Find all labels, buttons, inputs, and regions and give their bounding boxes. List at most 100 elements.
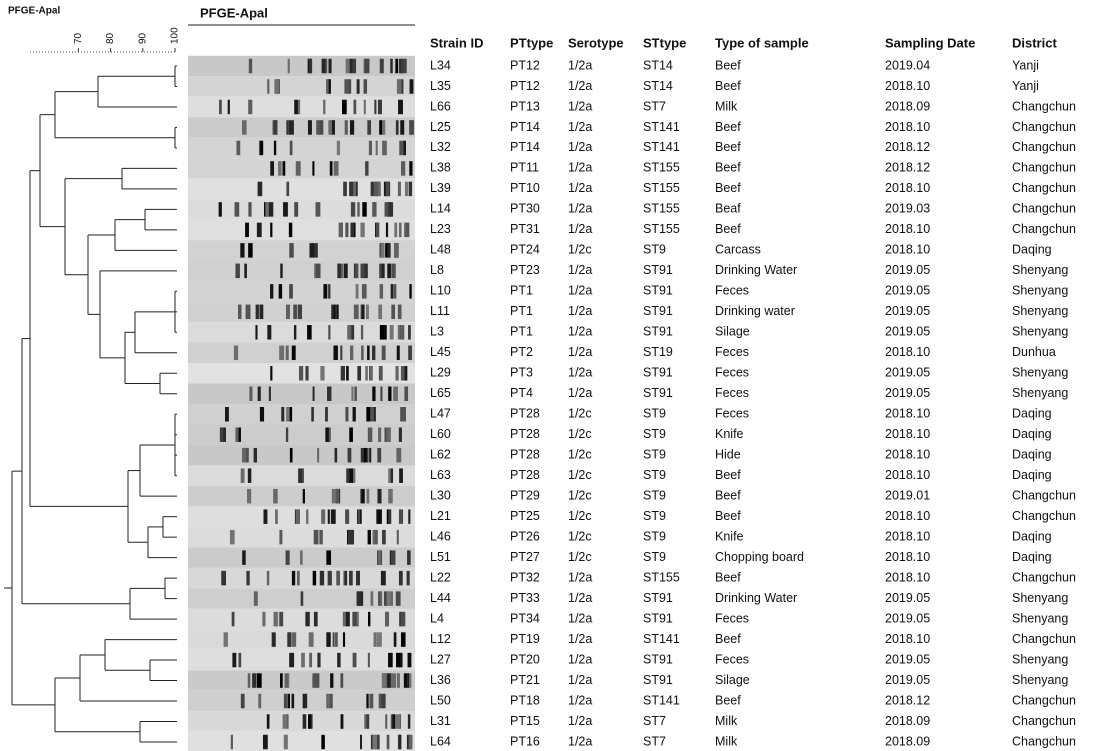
- gel-band: [325, 407, 328, 421]
- table-cell: Silage: [715, 325, 750, 339]
- table-cell: Shenyang: [1012, 263, 1068, 277]
- table-cell: L51: [430, 550, 451, 564]
- gel-band: [353, 100, 356, 114]
- table-cell: ST91: [643, 366, 673, 380]
- gel-band: [357, 202, 359, 216]
- gel-band: [387, 243, 390, 257]
- gel-band: [318, 653, 321, 667]
- dendrogram: 708090100: [4, 27, 181, 742]
- gel-band: [288, 694, 290, 708]
- gel-band: [394, 243, 398, 257]
- gel-lane: [188, 199, 415, 219]
- gel-band: [238, 653, 241, 667]
- gel-band: [303, 714, 307, 728]
- gel-band: [371, 182, 374, 196]
- gel-band: [343, 182, 347, 196]
- gel-band: [409, 120, 414, 134]
- gel-band: [401, 612, 406, 626]
- gel-band: [312, 673, 316, 687]
- scale-tick-label: 100: [170, 27, 181, 44]
- gel-band: [241, 694, 245, 708]
- gel-band: [362, 305, 365, 319]
- gel-band: [319, 120, 323, 134]
- gel-band: [221, 571, 226, 585]
- table-cell: L38: [430, 161, 451, 175]
- table-cell: Drinking Water: [715, 591, 797, 605]
- gel-band: [354, 305, 359, 319]
- table-cell: Changchun: [1012, 570, 1076, 584]
- table-cell: Beef: [715, 488, 741, 502]
- gel-band: [387, 427, 391, 441]
- gel-band: [234, 346, 238, 360]
- gel-band: [380, 59, 384, 73]
- table-cell: 1/2c: [568, 407, 592, 421]
- table-cell: 2018.10: [885, 222, 930, 236]
- table-cell: Chopping board: [715, 550, 804, 564]
- table-cell: 1/2c: [568, 488, 592, 502]
- table-cell: Feces: [715, 284, 749, 298]
- gel-band: [388, 509, 391, 523]
- gel-band: [349, 182, 354, 196]
- gel-band: [330, 161, 333, 175]
- gel-band: [248, 673, 251, 687]
- gel-band: [230, 530, 235, 544]
- gel-band: [258, 694, 261, 708]
- table-cell: 2018.10: [885, 570, 930, 584]
- gel-band: [308, 714, 311, 728]
- gel-band: [242, 448, 247, 462]
- gel-label: PFGE-Apal: [200, 5, 268, 20]
- table-cell: PT24: [510, 243, 540, 257]
- gel-band: [286, 550, 290, 564]
- table-cell: 1/2a: [568, 161, 592, 175]
- table-cell: PT15: [510, 714, 540, 728]
- table-cell: Milk: [715, 714, 738, 728]
- table-cell: ST155: [643, 202, 680, 216]
- table-cell: 1/2a: [568, 202, 592, 216]
- table-cell: 2018.10: [885, 632, 930, 646]
- gel-lane: [188, 179, 415, 199]
- table-cell: ST9: [643, 488, 666, 502]
- gel-band: [374, 182, 379, 196]
- gel-band: [350, 120, 354, 134]
- gel-band: [374, 100, 376, 114]
- gel-band: [372, 387, 375, 401]
- gel-band: [270, 366, 272, 380]
- table-cell: ST91: [643, 386, 673, 400]
- gel-band: [367, 714, 370, 728]
- gel-band: [274, 141, 276, 155]
- gel-band: [296, 161, 301, 175]
- table-cell: ST91: [643, 591, 673, 605]
- gel-band: [267, 325, 271, 339]
- table-cell: L60: [430, 427, 451, 441]
- gel-band: [290, 448, 293, 462]
- gel-band: [291, 632, 296, 646]
- table-cell: 1/2a: [568, 345, 592, 359]
- gel-band: [369, 694, 373, 708]
- table-cell: Beef: [715, 140, 741, 154]
- gel-band: [235, 427, 239, 441]
- gel-band: [360, 735, 362, 749]
- gel-band: [326, 550, 331, 564]
- table-cell: 2018.09: [885, 714, 930, 728]
- table-cell: L47: [430, 407, 451, 421]
- table-cell: Shenyang: [1012, 591, 1068, 605]
- gel-band: [397, 530, 399, 544]
- gel-band: [391, 673, 396, 687]
- table-cell: 1/2a: [568, 570, 592, 584]
- table-cell: ST141: [643, 120, 680, 134]
- table-cell: 1/2a: [568, 714, 592, 728]
- gel-band: [270, 223, 272, 237]
- gel-band: [401, 59, 403, 73]
- gel-lane: [188, 732, 415, 751]
- table-cell: PT25: [510, 509, 540, 523]
- gel-band: [388, 387, 391, 401]
- gel-band: [347, 325, 351, 339]
- table-cell: L12: [430, 632, 451, 646]
- gel-band: [382, 264, 385, 278]
- gel-band: [377, 632, 382, 646]
- gel-band: [321, 735, 324, 749]
- gel-band: [346, 366, 349, 380]
- table-cell: 1/2a: [568, 222, 592, 236]
- gel-band: [300, 550, 302, 564]
- gel-band: [366, 305, 369, 319]
